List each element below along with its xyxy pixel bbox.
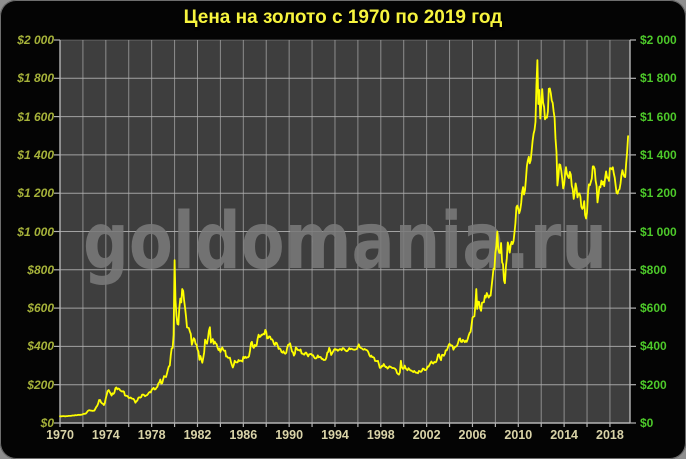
x-axis-label: 1998 — [366, 428, 395, 442]
y-axis-label-left: $1 000 — [17, 224, 54, 239]
x-axis-label: 1986 — [229, 428, 258, 442]
x-axis-label: 2010 — [504, 428, 533, 442]
x-axis-label: 2006 — [458, 428, 487, 442]
chart-title: Цена на золото с 1970 по 2019 год — [183, 7, 503, 28]
x-axis-label: 1994 — [321, 428, 349, 442]
y-axis-label-right: $200 — [640, 377, 667, 392]
y-axis-label-left: $2 000 — [17, 33, 54, 47]
y-axis-label-right: $2 000 — [640, 33, 677, 47]
x-axis-label: 1990 — [275, 428, 304, 442]
y-axis-label-left: $200 — [27, 377, 54, 392]
x-axis-label: 2014 — [550, 428, 579, 442]
x-axis-label: 2018 — [596, 428, 624, 442]
y-axis-label-right: $1 800 — [640, 71, 677, 86]
y-axis-label-right: $400 — [640, 339, 667, 354]
gold-price-line — [59, 59, 629, 418]
y-axis-label-left: $1 200 — [17, 186, 54, 201]
y-axis-label-right: $600 — [640, 301, 667, 316]
y-axis-label-right: $1 400 — [640, 147, 677, 162]
y-axis-label-left: $600 — [27, 301, 54, 316]
x-axis-label: 1982 — [183, 428, 212, 442]
x-axis-label: 2002 — [412, 428, 441, 442]
x-axis-label: 1974 — [91, 428, 120, 442]
y-axis-label-right: $1 200 — [640, 186, 677, 201]
y-axis-label-left: $1 400 — [17, 147, 54, 162]
y-axis-label-right: $1 000 — [640, 224, 677, 239]
x-axis-label: 1978 — [137, 428, 166, 442]
y-axis-label-right: $1 600 — [640, 109, 677, 124]
y-axis-label-right: $800 — [640, 262, 667, 277]
y-axis-label-left: $400 — [27, 339, 54, 354]
x-axis-label: 1970 — [46, 428, 74, 442]
y-axis-label-left: $1 600 — [17, 109, 54, 124]
y-axis-label-left: $1 800 — [17, 71, 54, 86]
y-axis-label-left: $800 — [27, 262, 54, 277]
y-axis-label-left: $0 — [40, 416, 54, 430]
y-axis-label-right: $0 — [640, 416, 654, 430]
